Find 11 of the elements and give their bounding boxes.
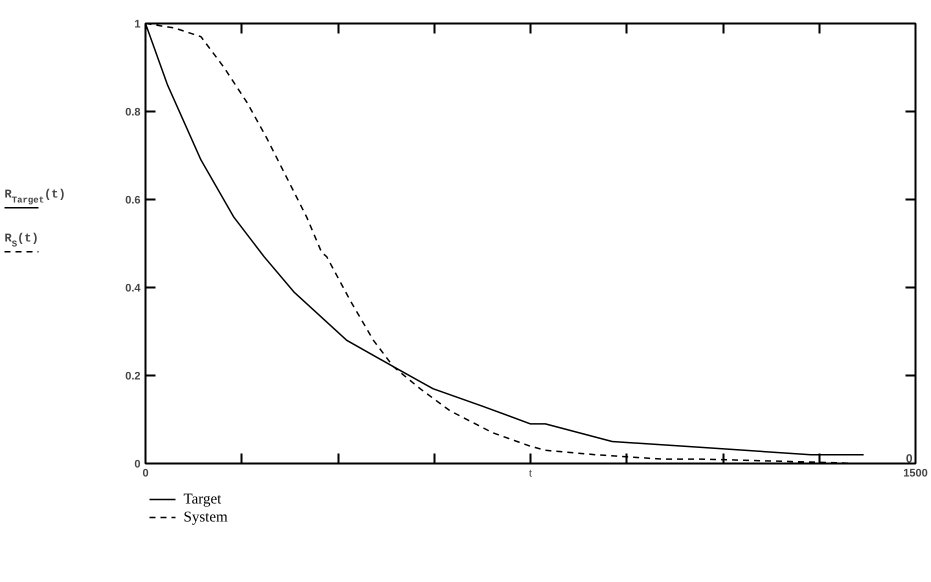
y-tick-label: 0	[134, 458, 141, 470]
legend-label: Target	[184, 492, 222, 508]
legend-label: System	[184, 510, 228, 526]
y-tick-label: 0.8	[125, 106, 141, 118]
y-tick-label: 0.2	[125, 370, 141, 382]
annotation: 0	[906, 452, 913, 466]
y-tick-label: 0.4	[125, 282, 142, 294]
y-tick-label: 0.6	[125, 194, 141, 206]
x-axis-title: t	[528, 466, 533, 480]
x-tick-label: 1500	[903, 468, 928, 480]
y-tick-label: 1	[134, 18, 141, 30]
